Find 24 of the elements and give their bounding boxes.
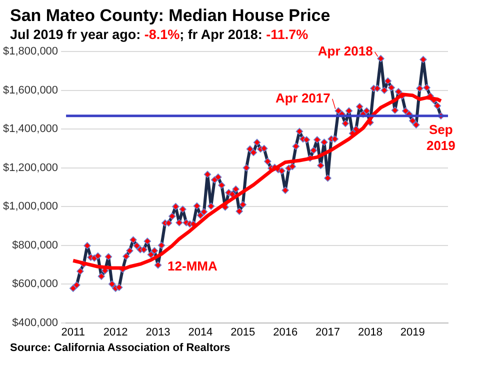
x-tick-label: 2013 [146,326,170,338]
x-tick-label: 2018 [358,326,382,338]
y-tick-label: $600,000 [12,278,58,290]
x-tick-label: 2014 [188,326,213,338]
x-tick-label: 2011 [61,326,85,338]
chart-subtitle: Jul 2019 fr year ago: -8.1%; fr Apr 2018: -11.7% [10,27,308,42]
x-tick-label: 2017 [316,326,340,338]
chart-title: San Mateo County: Median House Price [10,6,332,26]
y-tick-label: $1,600,000 [2,84,58,96]
source-note: Source: California Association of Realtors [10,342,232,354]
x-tick-label: 2019 [400,326,425,338]
annotation: Apr 2017 [275,90,330,106]
y-tick-label: $400,000 [12,316,58,329]
annotation: Apr 2018 [318,44,373,59]
y-tick-label: $1,200,000 [2,162,58,174]
y-tick-label: $1,800,000 [2,46,58,58]
y-tick-label: $800,000 [12,239,58,252]
annotation: Sep 2019 [426,122,456,153]
x-tick-label: 2015 [230,326,256,338]
series-label: 12-MMA [168,258,218,274]
x-tick-label: 2012 [103,326,128,338]
y-tick-label: $1,400,000 [2,123,58,136]
y-tick-label: $1,000,000 [2,200,58,213]
x-tick-label: 2016 [273,326,298,338]
